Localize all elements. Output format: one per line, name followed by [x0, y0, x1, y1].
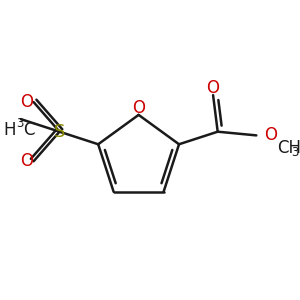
Text: O: O: [20, 93, 33, 111]
Text: 3: 3: [16, 117, 24, 130]
Text: O: O: [207, 79, 220, 97]
Text: S: S: [54, 123, 65, 141]
Text: O: O: [20, 152, 33, 170]
Text: CH: CH: [277, 139, 300, 157]
Text: 3: 3: [291, 146, 299, 158]
Text: H: H: [4, 121, 16, 139]
Text: O: O: [264, 126, 277, 144]
Text: C: C: [23, 121, 34, 139]
Text: O: O: [132, 99, 145, 117]
